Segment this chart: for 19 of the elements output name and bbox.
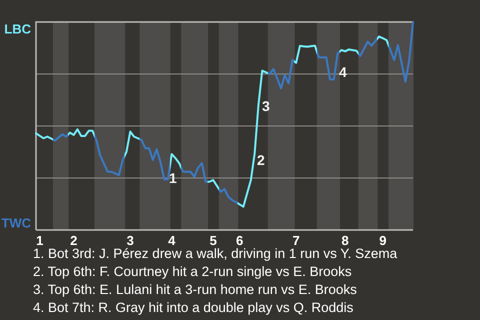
annotation: 1 xyxy=(169,170,177,186)
annotation: 4 xyxy=(339,64,347,80)
x-tick-label: 7 xyxy=(292,233,300,248)
text: 3. Top 6th: E. Lulani hit a 3-run home run vs E. Brooks xyxy=(33,282,358,297)
x-tick-label: 4 xyxy=(168,233,176,248)
x-tick-label: 2 xyxy=(70,233,78,248)
text: LBC xyxy=(4,22,32,37)
text: 2. Top 6th: F. Courtney hit a 2-run single vs E. Brooks xyxy=(33,264,352,279)
text: 1. Bot 3rd: J. Pérez drew a walk, driving in 1 run vs Y. Szema xyxy=(33,246,398,261)
x-tick-label: 9 xyxy=(379,233,386,248)
x-tick-label: 8 xyxy=(342,233,349,248)
annotation: 3 xyxy=(262,98,270,114)
annotation: 2 xyxy=(257,152,265,168)
x-tick-label: 6 xyxy=(236,233,244,248)
text: 4. Bot 7th: R. Gray hit into a double play vs Q. Roddis xyxy=(33,300,354,315)
x-tick-label: 3 xyxy=(126,233,134,248)
x-tick-label: 1 xyxy=(36,233,44,248)
text: TWC xyxy=(1,215,32,230)
x-tick-label: 5 xyxy=(210,233,217,248)
